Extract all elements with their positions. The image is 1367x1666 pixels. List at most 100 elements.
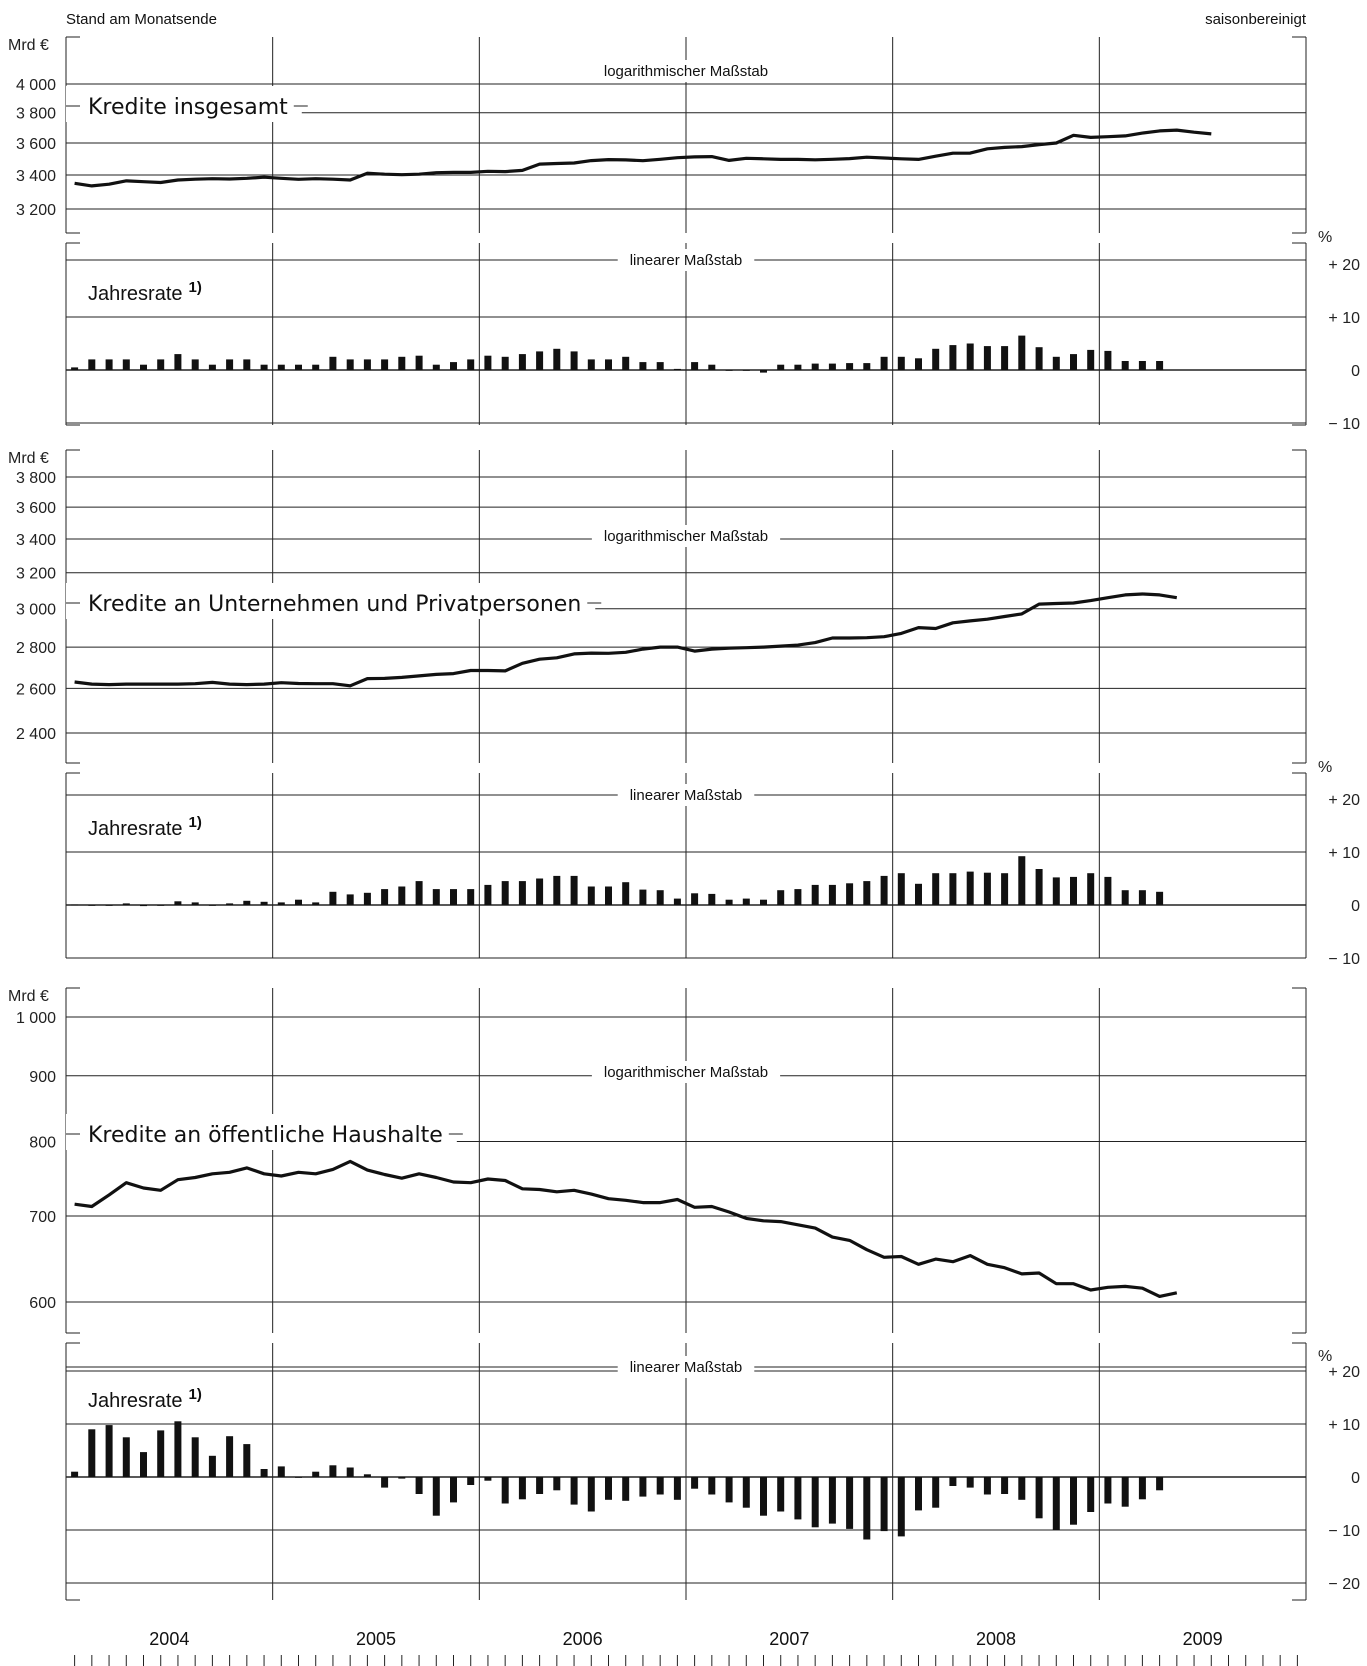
bar [760,899,767,905]
bar [639,1477,647,1497]
bar [725,370,733,371]
title-bg [66,583,596,619]
y-tick-label: 2 600 [16,681,56,698]
bar [501,1477,509,1504]
bar [846,1477,854,1529]
bar [450,362,457,370]
scale-label: logarithmischer Maßstab [604,1064,768,1081]
bar [777,1477,785,1512]
rate-label: Jahresrate [88,818,183,840]
bar [1156,891,1164,906]
bar [983,346,991,370]
bar [536,351,544,370]
bar [811,363,819,370]
unit-label: Mrd € [8,37,49,54]
bar [691,1477,699,1489]
bar [932,1477,940,1508]
bar [1070,1477,1077,1525]
chart-panel-1: Mrd € 3 200 3 400 3 600 3 800 4 000 logarithmi… [8,36,1307,234]
x-year-label: 2005 [356,1629,396,1649]
bar [1087,1477,1095,1512]
bar [587,1477,595,1512]
bar [1138,1477,1146,1500]
bar [1035,347,1043,370]
bar [622,882,630,905]
bar [1070,876,1077,905]
bar [105,905,113,906]
unit-label: Mrd € [8,988,49,1005]
bar [1104,350,1112,370]
bar [329,891,337,906]
unit-label: % [1318,229,1332,246]
bar [312,902,320,905]
bar [243,359,251,370]
bar [518,881,526,905]
bar [949,873,957,905]
bar [777,364,785,370]
bar [846,883,854,905]
bar [518,1477,526,1500]
bar [295,1477,302,1478]
bar [329,1465,337,1477]
bar [897,873,905,905]
bar [1001,1477,1009,1494]
bar [1121,361,1129,370]
bar [71,904,79,906]
bar [983,1477,991,1495]
scale-label-bg [591,60,781,82]
bar [570,875,578,905]
scale-label: linearer Maßstab [630,1359,743,1376]
y-tick-label: 0 [1351,898,1360,915]
series-line [74,1159,1178,1299]
bar [191,1437,199,1478]
chart-title: Kredite an Unternehmen und Privatpersone… [88,592,581,617]
y-tick-label: − 20 [1328,1576,1360,1593]
bar [398,886,406,905]
y-tick-label: 2 400 [16,726,56,743]
y-tick-label: 3 200 [16,566,56,583]
bar [105,359,113,370]
header-right: saisonbereinigt [1205,11,1307,28]
bar [691,893,699,905]
bar [708,1477,716,1495]
y-tick-label: 3 800 [16,106,56,123]
bar [605,886,612,905]
bar [260,901,268,905]
y-tick-label: 2 800 [16,640,56,657]
bar [157,359,165,370]
bar [639,362,647,370]
y-tick-label: 3 200 [16,202,56,219]
chart-panel-4: % − 10 0 + 10 + 20 linearer Maßstab Jahresrate… [65,759,1360,968]
scale-label-bg [591,525,781,547]
title-bg [66,86,302,122]
bar [208,1455,216,1477]
bar [346,894,354,905]
bar [587,359,595,370]
bar [484,355,492,370]
bar [226,359,234,370]
y-tick-label: + 10 [1328,845,1360,862]
bar [105,1425,113,1477]
x-year-label: 2008 [976,1629,1016,1649]
bar [501,881,509,905]
bar [794,1477,802,1520]
scale-label-bg [591,1061,781,1083]
y-tick-label: − 10 [1328,1523,1360,1540]
y-tick-label: 3 600 [16,136,56,153]
rate-footnote: 1) [189,279,202,296]
y-tick-label: 0 [1351,1470,1360,1487]
bar [897,356,905,371]
y-tick-label: 1 000 [16,1010,56,1027]
bar [260,1469,268,1477]
bar [587,886,595,905]
bar [880,875,888,905]
bar [1018,335,1026,370]
bar [1104,1477,1112,1504]
bar [811,1477,819,1528]
bar [381,889,389,905]
bar [673,368,681,370]
bar [673,1477,681,1500]
scale-label: linearer Maßstab [630,252,743,269]
bar [742,898,750,905]
